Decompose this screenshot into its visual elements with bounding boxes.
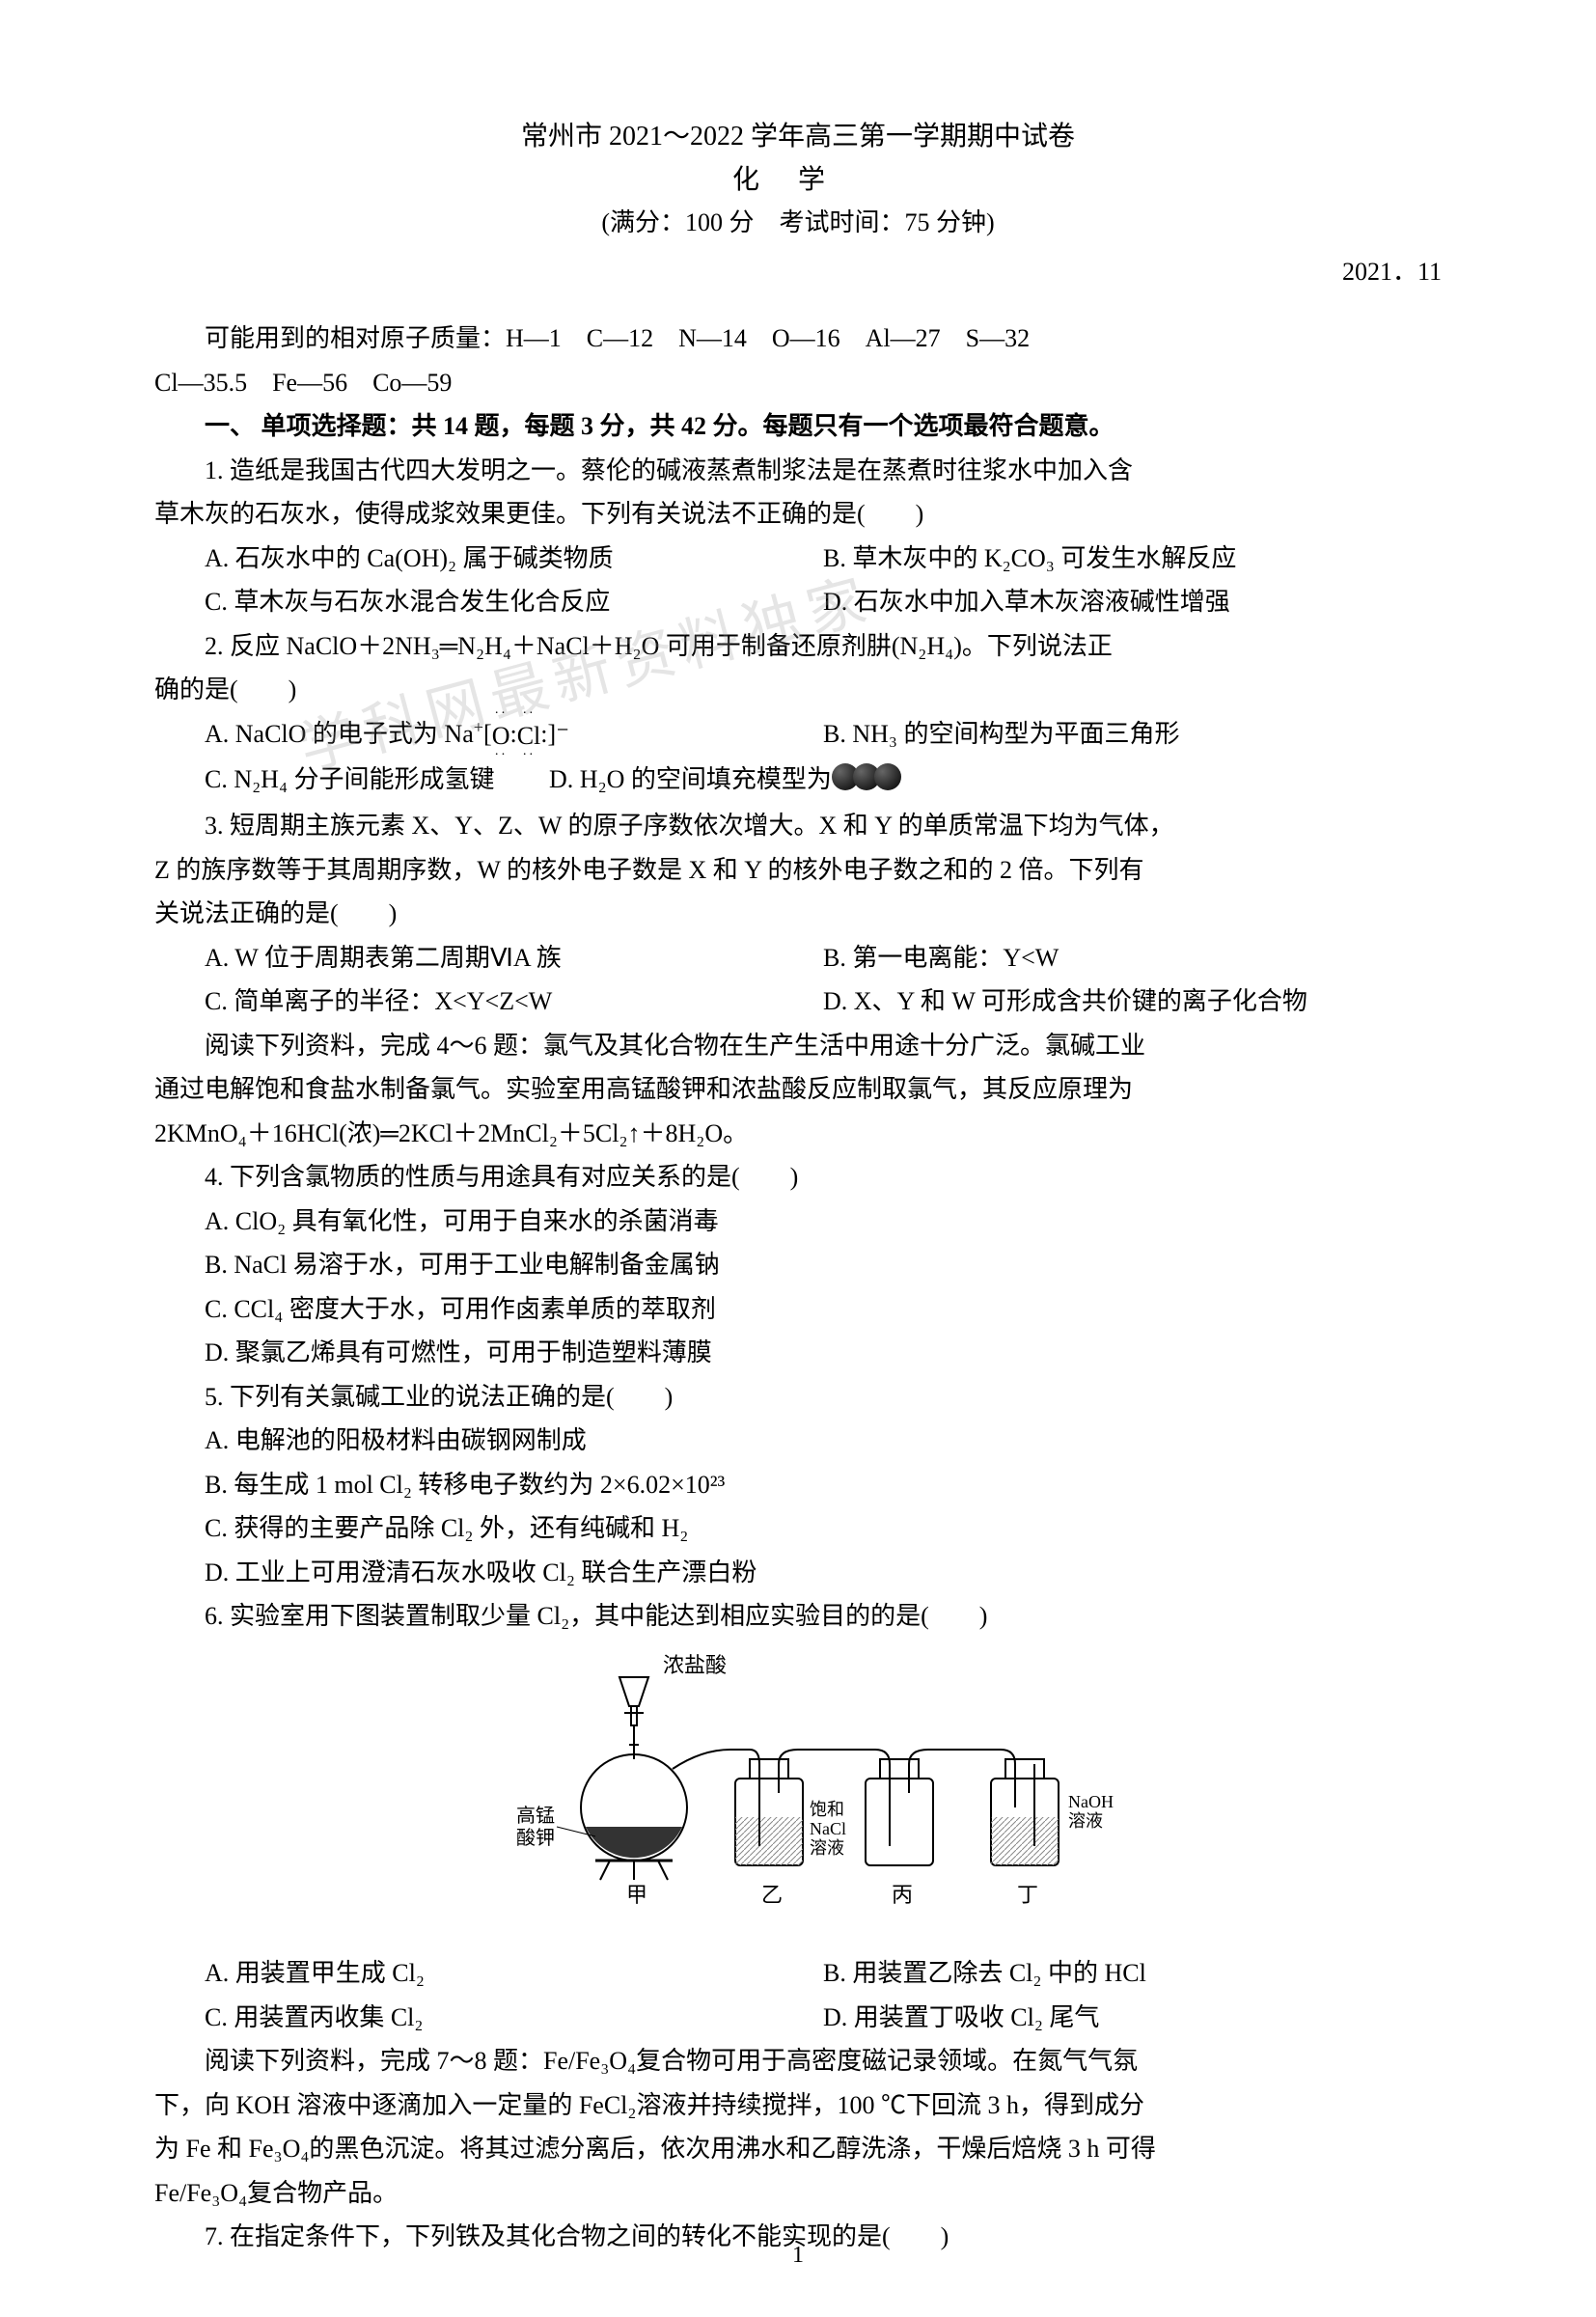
- q1-optA: A. 石灰水中的 Ca(OH)₂ 属于碱类物质: [205, 537, 823, 581]
- q6-optA: A. 用装置甲生成 Cl₂: [205, 1951, 823, 1996]
- q3-options-row1: A. W 位于周期表第二周期ⅥA 族 B. 第一电离能：Y<W: [154, 936, 1442, 980]
- page-number: 1: [0, 2243, 1596, 2269]
- q1-options-row1: A. 石灰水中的 Ca(OH)₂ 属于碱类物质 B. 草木灰中的 K₂CO₃ 可…: [154, 537, 1442, 581]
- subject: 化学: [154, 159, 1442, 203]
- q1-optD: D. 石灰水中加入草木灰溶液碱性增强: [823, 580, 1230, 624]
- q6-options-row1: A. 用装置甲生成 Cl₂ B. 用装置乙除去 Cl₂ 中的 HCl: [154, 1951, 1442, 1996]
- q2-options-row1: A. NaClO 的电子式为 Na+[··O··:··Cl··:]⁻ B. NH…: [154, 712, 1442, 759]
- svg-text:饱和: 饱和: [810, 1800, 844, 1819]
- q5-optB: B. 每生成 1 mol Cl₂ 转移电子数约为 2×6.02×10²³: [154, 1463, 1442, 1507]
- svg-text:NaCl: NaCl: [810, 1819, 846, 1838]
- passage2-line4: Fe/Fe₃O₄复合物产品。: [154, 2171, 1442, 2216]
- svg-text:NaOH: NaOH: [1068, 1792, 1114, 1811]
- q3-optB: B. 第一电离能：Y<W: [823, 936, 1059, 980]
- q4-stem: 4. 下列含氯物质的性质与用途具有对应关系的是( ): [154, 1155, 1442, 1200]
- svg-text:丁: 丁: [1017, 1883, 1038, 1907]
- q1-optB: B. 草木灰中的 K₂CO₃ 可发生水解反应: [823, 537, 1236, 581]
- q5-stem: 5. 下列有关氯碱工业的说法正确的是( ): [154, 1375, 1442, 1420]
- q5-optC: C. 获得的主要产品除 Cl₂ 外，还有纯碱和 H₂: [154, 1506, 1442, 1551]
- q1-optC: C. 草木灰与石灰水混合发生化合反应: [205, 580, 823, 624]
- q2-options-row2: C. N₂H₄ 分子间能形成氢键 D. H₂O 的空间填充模型为: [154, 758, 1442, 804]
- exam-date: 2021．11: [154, 252, 1442, 288]
- q3-optD: D. X、Y 和 W 可形成含共价键的离子化合物: [823, 979, 1307, 1024]
- svg-text:酸钾: 酸钾: [516, 1827, 555, 1849]
- q6-optC: C. 用装置丙收集 Cl₂: [205, 1996, 823, 2040]
- q3-optA: A. W 位于周期表第二周期ⅥA 族: [205, 936, 823, 980]
- q4-optD: D. 聚氯乙烯具有可燃性，可用于制造塑料薄膜: [154, 1331, 1442, 1375]
- section1-heading: 一、 单项选择题：共 14 题，每题 3 分，共 42 分。每题只有一个选项最符…: [154, 404, 1442, 449]
- atomic-mass-line2: Cl—35.5 Fe—56 Co—59: [154, 361, 1442, 405]
- passage2-line3: 为 Fe 和 Fe₃O₄的黑色沉淀。将其过滤分离后，依次用沸水和乙醇洗涤，干燥后…: [154, 2127, 1442, 2171]
- q1-stem1: 1. 造纸是我国古代四大发明之一。蔡伦的碱液蒸煮制浆法是在蒸煮时往浆水中加入含: [154, 449, 1442, 493]
- q2-optB: B. NH₃ 的空间构型为平面三角形: [823, 712, 1179, 759]
- q3-stem1: 3. 短周期主族元素 X、Y、Z、W 的原子序数依次增大。X 和 Y 的单质常温…: [154, 804, 1442, 848]
- q2-optC: C. N₂H₄ 分子间能形成氢键: [205, 758, 495, 802]
- q3-stem3: 关说法正确的是( ): [154, 892, 1442, 936]
- svg-text:甲: 甲: [626, 1883, 647, 1907]
- q6-optB: B. 用装置乙除去 Cl₂ 中的 HCl: [823, 1951, 1146, 1996]
- q4-optC: C. CCl₄ 密度大于水，可用作卤素单质的萃取剂: [154, 1287, 1442, 1332]
- passage1-line1: 阅读下列资料，完成 4～6 题：氯气及其化合物在生产生活中用途十分广泛。氯碱工业: [154, 1024, 1442, 1068]
- sphere-model-icon: [838, 760, 901, 805]
- q2-stem2: 确的是( ): [154, 668, 1442, 712]
- passage2-line1: 阅读下列资料，完成 7～8 题：Fe/Fe₃O₄复合物可用于高密度磁记录领域。在…: [154, 2039, 1442, 2083]
- q3-options-row2: C. 简单离子的半径：X<Y<Z<W D. X、Y 和 W 可形成含共价键的离子…: [154, 979, 1442, 1024]
- q3-stem2: Z 的族序数等于其周期序数，W 的核外电子数是 X 和 Y 的核外电子数之和的 …: [154, 848, 1442, 893]
- svg-text:高锰: 高锰: [516, 1805, 555, 1827]
- svg-text:溶液: 溶液: [1068, 1811, 1103, 1831]
- exam-info: (满分：100 分 考试时间：75 分钟): [154, 203, 1442, 243]
- q3-optC: C. 简单离子的半径：X<Y<Z<W: [205, 979, 823, 1024]
- q5-optA: A. 电解池的阳极材料由碳钢网制成: [154, 1419, 1442, 1463]
- apparatus-diagram: 浓盐酸 甲 高锰 酸钾: [154, 1653, 1442, 1938]
- q4-optA: A. ClO₂ 具有氧化性，可用于自来水的杀菌消毒: [154, 1200, 1442, 1244]
- q4-optB: B. NaCl 易溶于水，可用于工业电解制备金属钠: [154, 1243, 1442, 1287]
- content-body: 可能用到的相对原子质量：H—1 C—12 N—14 O—16 Al—27 S—3…: [154, 317, 1442, 2259]
- passage1-line2: 通过电解饱和食盐水制备氯气。实验室用高锰酸钾和浓盐酸反应制取氯气，其反应原理为: [154, 1067, 1442, 1112]
- label-hcl: 浓盐酸: [663, 1653, 727, 1677]
- q6-stem: 6. 实验室用下图装置制取少量 Cl₂，其中能达到相应实验目的的是( ): [154, 1594, 1442, 1639]
- q2-optA: A. NaClO 的电子式为 Na+[··O··:··Cl··:]⁻: [205, 712, 823, 759]
- q1-stem2: 草木灰的石灰水，使得成浆效果更佳。下列有关说法不正确的是( ): [154, 492, 1442, 537]
- svg-text:乙: 乙: [761, 1883, 783, 1907]
- svg-text:溶液: 溶液: [810, 1838, 844, 1858]
- q1-options-row2: C. 草木灰与石灰水混合发生化合反应 D. 石灰水中加入草木灰溶液碱性增强: [154, 580, 1442, 624]
- exam-title: 常州市 2021～2022 学年高三第一学期期中试卷: [154, 116, 1442, 159]
- svg-text:丙: 丙: [892, 1883, 913, 1907]
- q2-stem1: 2. 反应 NaClO＋2NH₃═N₂H₄＋NaCl＋H₂O 可用于制备还原剂肼…: [154, 624, 1442, 669]
- passage2-line2: 下，向 KOH 溶液中逐滴加入一定量的 FeCl₂溶液并持续搅拌，100 ℃下回…: [154, 2083, 1442, 2128]
- q2-optD: D. H₂O 的空间填充模型为: [549, 765, 901, 793]
- q6-optD: D. 用装置丁吸收 Cl₂ 尾气: [823, 1996, 1099, 2040]
- q6-options-row2: C. 用装置丙收集 Cl₂ D. 用装置丁吸收 Cl₂ 尾气: [154, 1996, 1442, 2040]
- q5-optD: D. 工业上可用澄清石灰水吸收 Cl₂ 联合生产漂白粉: [154, 1551, 1442, 1595]
- passage1-line3: 2KMnO₄＋16HCl(浓)═2KCl＋2MnCl₂＋5Cl₂↑＋8H₂O。: [154, 1112, 1442, 1156]
- atomic-mass-line1: 可能用到的相对原子质量：H—1 C—12 N—14 O—16 Al—27 S—3…: [154, 317, 1442, 361]
- exam-header: 常州市 2021～2022 学年高三第一学期期中试卷 化学 (满分：100 分 …: [154, 116, 1442, 242]
